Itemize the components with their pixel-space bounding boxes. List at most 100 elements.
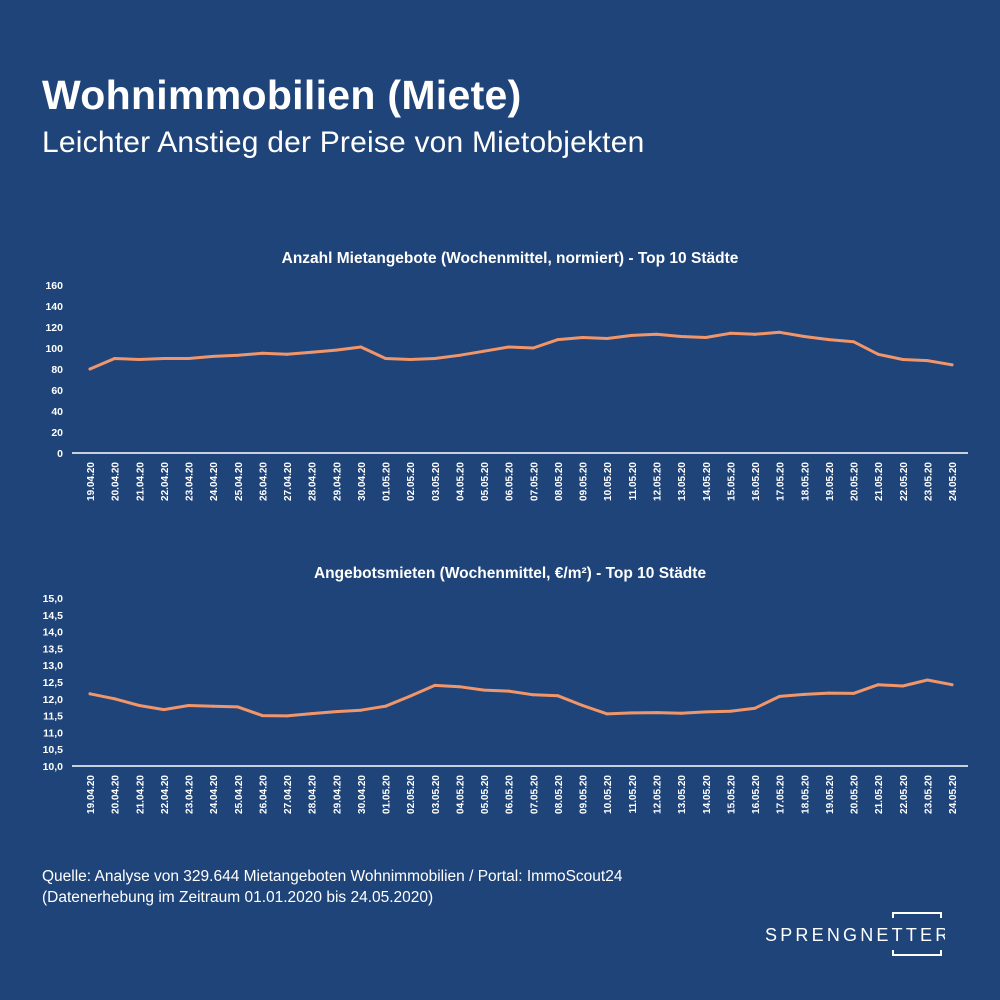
y-tick-label: 12,5 — [43, 677, 64, 689]
data-point — [433, 357, 437, 360]
x-tick-label: 11.05.20 — [628, 775, 639, 814]
data-point — [457, 685, 461, 689]
x-tick-label: 26.04.20 — [258, 462, 269, 501]
x-tick-label: 23.04.20 — [185, 775, 196, 814]
data-point — [260, 351, 264, 355]
x-tick-label: 15.05.20 — [726, 775, 737, 814]
x-tick-label: 22.05.20 — [899, 775, 910, 814]
x-tick-label: 25.04.20 — [234, 775, 245, 814]
chart-1-title: Anzahl Mietangebote (Wochenmittel, normi… — [281, 250, 739, 267]
x-tick-label: 12.05.20 — [652, 775, 663, 814]
x-tick-label: 21.05.20 — [874, 462, 885, 501]
chart-1-offers-count: 0 20 40 60 80 100 120 140 160 19.04.20 20.04.20 21.… — [45, 280, 968, 501]
y-tick-label: 140 — [45, 301, 63, 313]
data-point — [925, 678, 929, 682]
x-tick-label: 21.05.20 — [874, 775, 885, 814]
x-tick-label: 03.05.20 — [431, 775, 442, 814]
x-tick-label: 04.05.20 — [455, 775, 466, 814]
x-tick-label: 08.05.20 — [554, 462, 565, 501]
data-point — [113, 357, 117, 360]
data-point — [359, 345, 363, 349]
x-tick-label: 03.05.20 — [431, 462, 442, 501]
x-tick-label: 06.05.20 — [505, 462, 516, 501]
page-title: Wohnimmobilien (Miete) — [42, 72, 522, 118]
data-point — [925, 359, 929, 363]
x-tick-label: 30.04.20 — [357, 462, 368, 501]
data-point — [482, 349, 486, 353]
data-point — [950, 683, 954, 687]
data-point — [531, 693, 535, 697]
x-tick-label: 05.05.20 — [480, 462, 491, 501]
data-point — [359, 708, 363, 712]
data-point — [753, 706, 757, 710]
x-tick-label: 20.04.20 — [111, 462, 122, 501]
data-point — [630, 711, 634, 715]
x-tick-label: 27.04.20 — [283, 775, 294, 814]
x-tick-label: 22.04.20 — [160, 775, 171, 814]
x-tick-label: 22.04.20 — [160, 462, 171, 501]
data-point — [728, 331, 732, 335]
data-point — [901, 358, 905, 362]
y-tick-label: 12,0 — [43, 694, 64, 706]
y-tick-label: 13,0 — [43, 660, 64, 672]
x-tick-label: 29.04.20 — [332, 775, 343, 814]
x-tick-label: 13.05.20 — [677, 462, 688, 501]
data-point — [852, 340, 856, 344]
data-point — [827, 338, 831, 342]
logo-bracket-bottom — [892, 950, 942, 956]
source-line-1: Quelle: Analyse von 329.644 Mietangebote… — [42, 868, 623, 885]
x-tick-label: 22.05.20 — [899, 462, 910, 501]
y-tick-label: 160 — [45, 280, 63, 292]
data-point — [187, 357, 191, 360]
data-point — [162, 708, 166, 712]
y-tick-label: 40 — [51, 406, 63, 418]
chart-2-title: Angebotsmieten (Wochenmittel, €/m²) - To… — [313, 565, 707, 582]
x-tick-label: 29.04.20 — [332, 462, 343, 501]
x-tick-label: 10.05.20 — [603, 462, 614, 501]
x-tick-label: 17.05.20 — [776, 462, 787, 501]
data-point — [408, 694, 412, 698]
x-tick-label: 09.05.20 — [579, 462, 590, 501]
x-tick-label: 18.05.20 — [800, 462, 811, 501]
data-point — [630, 333, 634, 337]
x-tick-label: 28.04.20 — [308, 775, 319, 814]
x-tick-label: 16.05.20 — [751, 462, 762, 501]
data-point — [876, 683, 880, 687]
data-point — [901, 684, 905, 688]
source-note: Quelle: Analyse von 329.644 Mietangebote… — [42, 866, 622, 908]
x-tick-label: 20.04.20 — [111, 775, 122, 814]
x-tick-label: 23.04.20 — [185, 462, 196, 501]
data-point — [605, 712, 609, 716]
x-tick-label: 16.05.20 — [751, 775, 762, 814]
y-tick-label: 20 — [51, 427, 63, 439]
x-tick-label: 25.04.20 — [234, 462, 245, 501]
x-tick-label: 19.04.20 — [86, 775, 97, 814]
chart-2-rent-prices: 10,0 10,5 11,0 11,5 12,0 12,5 13,0 13,5 14,0 14,5… — [43, 593, 968, 814]
x-tick-label: 24.04.20 — [209, 775, 220, 814]
data-point — [507, 345, 511, 349]
y-tick-label: 13,5 — [43, 643, 64, 655]
data-point — [137, 358, 141, 362]
data-point — [531, 346, 535, 350]
x-tick-label: 19.05.20 — [825, 775, 836, 814]
x-tick-label: 24.05.20 — [948, 775, 959, 814]
logo-text: SPRENGNETTER — [765, 925, 945, 945]
sprengnetter-logo: SPRENGNETTER — [765, 912, 945, 956]
y-tick-label: 11,0 — [43, 727, 63, 739]
data-point — [679, 711, 683, 715]
x-tick-label: 05.05.20 — [480, 775, 491, 814]
data-point — [285, 352, 289, 356]
x-tick-label: 08.05.20 — [554, 775, 565, 814]
y-tick-label: 120 — [45, 322, 63, 334]
data-point — [802, 334, 806, 338]
data-point — [236, 353, 240, 357]
x-tick-label: 02.05.20 — [406, 462, 417, 501]
data-point — [753, 332, 757, 336]
x-tick-label: 01.05.20 — [382, 462, 393, 501]
data-point — [113, 697, 117, 701]
y-tick-label: 10,5 — [43, 744, 64, 756]
data-point — [88, 692, 92, 696]
data-point — [384, 357, 388, 360]
data-point — [605, 337, 609, 341]
series-line — [88, 678, 954, 718]
